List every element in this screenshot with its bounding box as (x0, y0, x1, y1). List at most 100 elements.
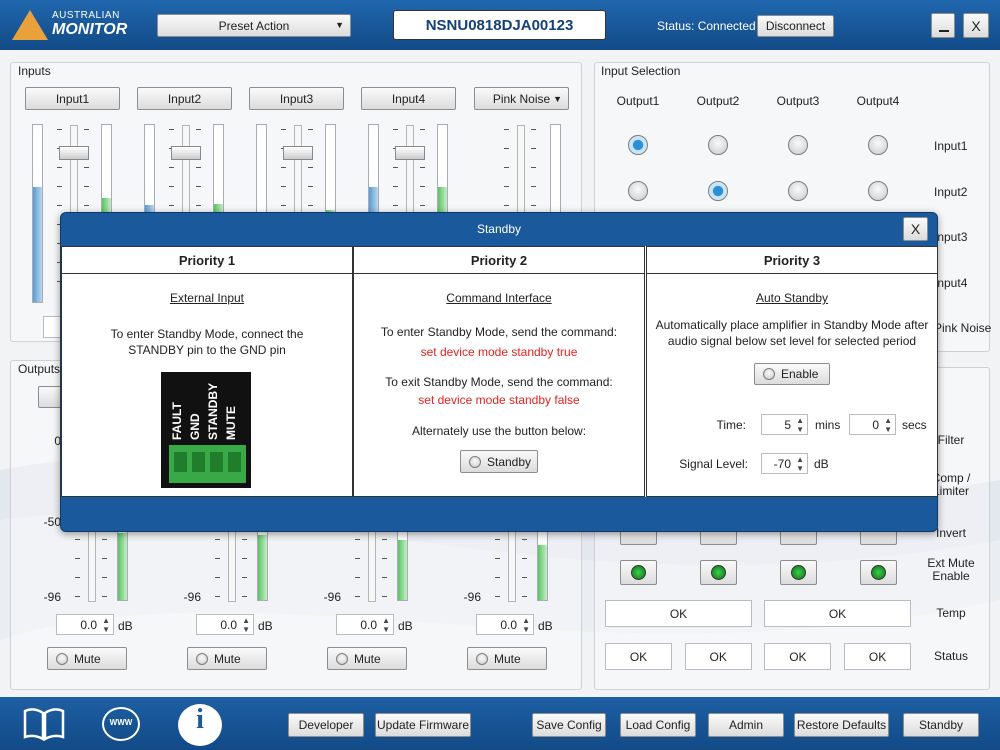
info-icon[interactable]: i (178, 704, 222, 746)
ext-mute-button[interactable] (780, 560, 817, 585)
footer-button[interactable]: Admin (708, 713, 784, 737)
radio-icon (469, 455, 481, 468)
route-radio[interactable] (628, 135, 648, 155)
disconnect-button[interactable]: Disconnect (757, 15, 834, 37)
pin-label: STANDBY (206, 382, 220, 440)
enable-button[interactable]: Enable (754, 363, 830, 385)
spinner: ▲ ▼ (796, 455, 804, 473)
tick (102, 577, 107, 578)
body-text: Automatically place amplifier in Standby… (655, 318, 929, 348)
unit-label: dB (118, 619, 133, 633)
fader-knob[interactable] (59, 146, 89, 160)
spinner: ▲ ▼ (796, 416, 804, 434)
tick (196, 205, 201, 206)
scale-label: -96 (183, 590, 201, 604)
pink-noise-dropdown[interactable]: Pink Noise ▼ (474, 87, 569, 110)
tick (169, 205, 174, 206)
tick (308, 186, 313, 187)
pin-label: FAULT (170, 402, 184, 440)
input-button[interactable]: Input4 (361, 87, 456, 110)
dialog-close-button[interactable]: X (903, 217, 928, 241)
gain-spinner[interactable]: 0.0 ▲ ▼ (476, 614, 534, 635)
button-label: Mute (494, 651, 521, 666)
route-radio[interactable] (788, 180, 808, 201)
mute-button[interactable]: Mute (327, 647, 407, 670)
tick (196, 167, 201, 168)
route-radio[interactable] (788, 135, 808, 155)
route-radio[interactable] (868, 180, 888, 201)
ext-mute-button[interactable] (700, 560, 737, 585)
connector-slot (210, 452, 223, 472)
input-button[interactable]: Input2 (137, 87, 232, 110)
radio-icon (476, 652, 488, 665)
tick (75, 596, 80, 597)
unit-label: secs (902, 418, 927, 432)
secs-spinner[interactable]: 0 ▲ ▼ (849, 414, 896, 435)
close-button[interactable]: X (963, 13, 989, 38)
status-box: OK (844, 643, 912, 670)
logo-line1: AUSTRALIAN (52, 10, 120, 21)
route-radio[interactable] (628, 180, 648, 201)
tick (393, 129, 398, 130)
preset-dropdown[interactable]: Preset Action ▼ (157, 14, 351, 37)
ext-mute-button[interactable] (620, 560, 657, 585)
input-label: Input1 (934, 139, 968, 153)
pin-label: GND (188, 413, 202, 440)
unit-label: dB (814, 457, 829, 471)
footer-button[interactable]: Restore Defaults (794, 713, 889, 737)
tick (382, 596, 387, 597)
radio-icon (763, 368, 775, 380)
input-button[interactable]: Input1 (25, 87, 120, 110)
input-label: Pink Noise (934, 321, 992, 335)
route-radio[interactable] (868, 135, 888, 155)
input-button[interactable]: Input3 (249, 87, 344, 110)
globe-icon (102, 707, 140, 741)
tick (495, 558, 500, 559)
led (631, 565, 646, 580)
tick (420, 129, 425, 130)
logo-mark (12, 10, 48, 40)
fader-knob[interactable] (171, 146, 201, 160)
tick (531, 186, 536, 187)
tick (242, 558, 247, 559)
scale-label: -96 (323, 590, 341, 604)
mins-spinner[interactable]: 5 ▲ ▼ (761, 414, 808, 435)
footer-button[interactable]: Update Firmware (375, 713, 471, 737)
footer-button[interactable]: Load Config (620, 713, 696, 737)
minimize-button[interactable] (931, 13, 955, 38)
minimize-icon (939, 30, 949, 32)
standby-button[interactable]: Standby (460, 450, 538, 473)
mute-button[interactable]: Mute (467, 647, 547, 670)
gain-spinner[interactable]: 0.0 ▲ ▼ (336, 614, 394, 635)
footer-button[interactable]: Standby (903, 713, 979, 737)
status-box: OK (605, 643, 672, 670)
tick (393, 205, 398, 206)
mute-button[interactable]: Mute (187, 647, 267, 670)
tick (495, 596, 500, 597)
mute-button[interactable]: Mute (47, 647, 127, 670)
tick (242, 577, 247, 578)
tick (531, 148, 536, 149)
tick (420, 167, 425, 168)
footer-button[interactable]: Developer (288, 713, 364, 737)
button-label: Mute (74, 651, 101, 666)
tick (242, 539, 247, 540)
row-label: Filter (937, 433, 965, 447)
ext-mute-button[interactable] (860, 560, 897, 585)
gain-spinner[interactable]: 0.0 ▲ ▼ (56, 614, 114, 635)
level-spinner[interactable]: -70 ▲ ▼ (761, 453, 808, 474)
fader-knob[interactable] (395, 146, 425, 160)
fader-knob[interactable] (283, 146, 313, 160)
tick (242, 596, 247, 597)
tick (102, 558, 107, 559)
tick (393, 186, 398, 187)
tick (531, 205, 536, 206)
tick (355, 596, 360, 597)
unit-label: mins (815, 418, 841, 432)
gain-spinner[interactable]: 0.0 ▲ ▼ (196, 614, 254, 635)
footer-button[interactable]: Save Config (532, 713, 606, 737)
route-radio[interactable] (708, 135, 728, 155)
tick (382, 577, 387, 578)
route-radio[interactable] (708, 180, 728, 201)
